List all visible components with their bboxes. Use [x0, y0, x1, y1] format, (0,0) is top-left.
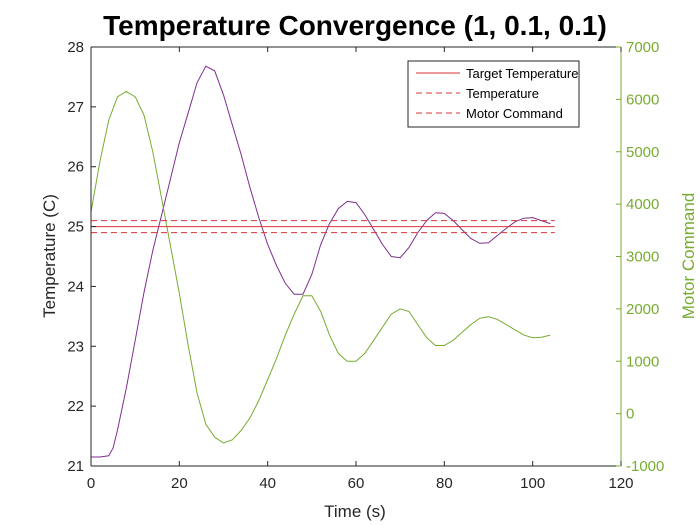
y2-tick-label: 4000	[626, 196, 659, 213]
legend-box	[407, 60, 580, 128]
x-tick-label: 60	[348, 475, 365, 492]
x-tick-label: 0	[87, 475, 95, 492]
x-tick-label: 120	[608, 475, 633, 492]
y-tick-label: 23	[67, 338, 84, 355]
y-tick-label: 26	[67, 159, 84, 176]
y2-tick-label: 7000	[626, 39, 659, 56]
legend-label: Motor Command	[466, 106, 563, 121]
y-tick-label: 28	[67, 39, 84, 56]
y2-tick-label: 6000	[626, 91, 659, 108]
legend: Target Temperature Temperature Motor Comma…	[407, 60, 580, 128]
y2-tick-label: 3000	[626, 249, 659, 266]
y-tick-label: 22	[67, 398, 84, 415]
legend-label: Target Temperature	[466, 66, 579, 81]
y-tick-label: 21	[67, 458, 84, 475]
chart-title: Temperature Convergence (1, 0.1, 0.1)	[103, 10, 607, 41]
y-tick-label: 25	[67, 219, 84, 236]
ticks-layer: 0 20 40 60 80 100 120 21 22 23 24 25 26 27 28 -1000 0 100…	[67, 39, 664, 492]
y2-tick-label: 5000	[626, 144, 659, 161]
y2-tick-label: 0	[626, 406, 634, 423]
x-tick-label: 40	[259, 475, 276, 492]
series-line-motor-command	[90, 90, 551, 444]
x-axis-label: Time (s)	[324, 502, 386, 521]
y2-tick-label: 2000	[626, 301, 659, 318]
x-tick-label: 20	[171, 475, 188, 492]
legend-label: Temperature	[466, 86, 539, 101]
y2-tick-label: -1000	[626, 458, 664, 475]
y-axis-label: Temperature (C)	[40, 194, 59, 318]
x-tick-label: 100	[520, 475, 545, 492]
y-tick-label: 27	[67, 99, 84, 116]
y-tick-label: 24	[67, 278, 84, 295]
series-layer	[90, 65, 555, 458]
series-line-temperature	[91, 65, 551, 458]
y2-tick-label: 1000	[626, 353, 659, 370]
y2-axis-label: Motor Command	[679, 193, 698, 320]
x-tick-label: 80	[436, 475, 453, 492]
